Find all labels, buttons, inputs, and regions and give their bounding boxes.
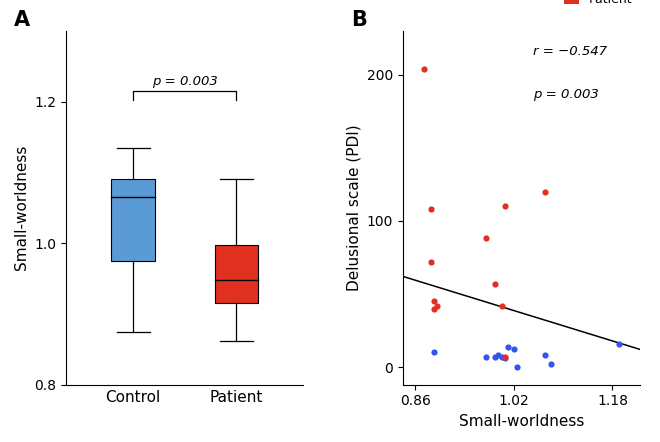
Y-axis label: Delusional scale (PDI): Delusional scale (PDI) [346, 125, 361, 291]
Point [428, 298, 439, 305]
Point [500, 353, 510, 360]
Text: p = 0.003: p = 0.003 [152, 75, 218, 88]
Point [481, 235, 492, 242]
Point [500, 354, 510, 362]
Point [539, 188, 550, 195]
Point [481, 353, 492, 360]
Point [502, 343, 513, 350]
Text: A: A [14, 10, 30, 30]
Point [509, 346, 519, 353]
Point [512, 363, 522, 370]
Bar [112, 179, 154, 261]
Point [426, 206, 436, 213]
Text: B: B [350, 10, 366, 30]
Bar [214, 244, 258, 303]
Legend: Control, Patient: Control, Patient [561, 0, 636, 8]
Point [419, 65, 430, 72]
Point [428, 305, 439, 312]
Point [496, 353, 507, 360]
Point [493, 352, 504, 359]
Point [539, 352, 550, 359]
Point [428, 349, 439, 356]
Point [490, 353, 501, 360]
Point [546, 361, 556, 368]
Text: r = −0.547: r = −0.547 [533, 45, 607, 58]
Text: p = 0.003: p = 0.003 [533, 88, 599, 100]
Point [426, 258, 436, 265]
Point [496, 302, 507, 309]
Point [500, 203, 510, 210]
Point [613, 340, 624, 347]
Point [432, 302, 442, 309]
X-axis label: Small-worldness: Small-worldness [459, 414, 584, 429]
Y-axis label: Small-worldness: Small-worldness [14, 145, 29, 271]
Point [490, 280, 501, 287]
